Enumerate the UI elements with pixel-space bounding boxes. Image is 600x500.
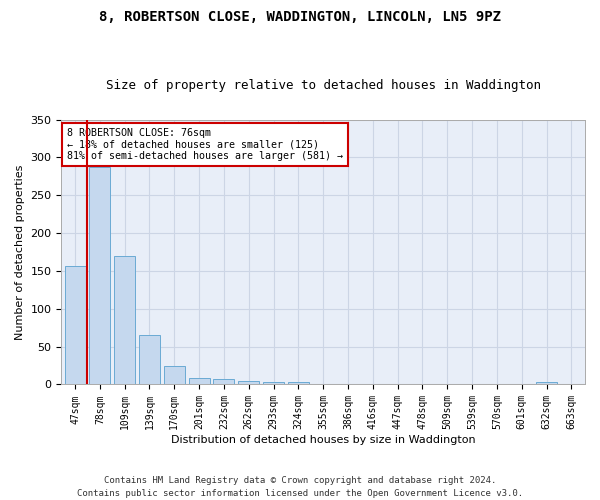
Text: Contains HM Land Registry data © Crown copyright and database right 2024.
Contai: Contains HM Land Registry data © Crown c… bbox=[77, 476, 523, 498]
Bar bbox=[536, 382, 557, 384]
Y-axis label: Number of detached properties: Number of detached properties bbox=[15, 164, 25, 340]
Title: Size of property relative to detached houses in Waddington: Size of property relative to detached ho… bbox=[106, 79, 541, 92]
Text: 8, ROBERTSON CLOSE, WADDINGTON, LINCOLN, LN5 9PZ: 8, ROBERTSON CLOSE, WADDINGTON, LINCOLN,… bbox=[99, 10, 501, 24]
Bar bbox=[214, 379, 235, 384]
X-axis label: Distribution of detached houses by size in Waddington: Distribution of detached houses by size … bbox=[171, 435, 476, 445]
Bar bbox=[89, 167, 110, 384]
Bar bbox=[238, 380, 259, 384]
Bar bbox=[164, 366, 185, 384]
Bar bbox=[263, 382, 284, 384]
Bar bbox=[188, 378, 209, 384]
Bar bbox=[288, 382, 309, 384]
Bar bbox=[139, 336, 160, 384]
Bar bbox=[65, 266, 86, 384]
Text: 8 ROBERTSON CLOSE: 76sqm
← 18% of detached houses are smaller (125)
81% of semi-: 8 ROBERTSON CLOSE: 76sqm ← 18% of detach… bbox=[67, 128, 343, 160]
Bar bbox=[114, 256, 135, 384]
